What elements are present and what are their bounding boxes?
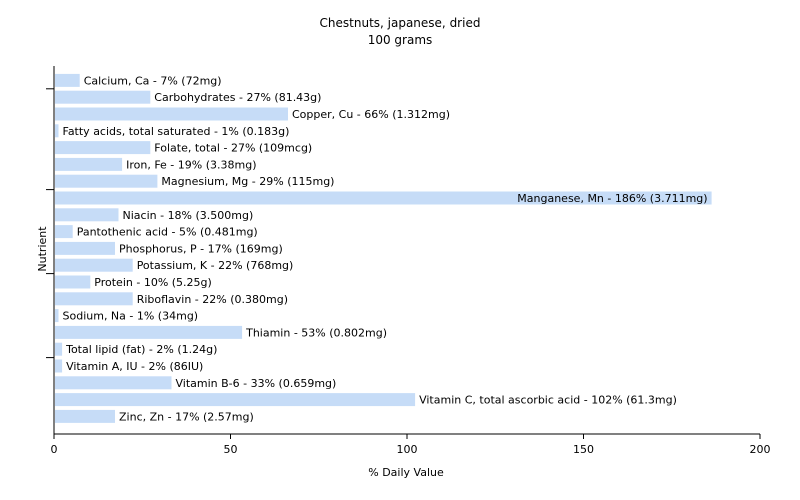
bar-label: Manganese, Mn - 186% (3.711mg) [517,192,707,205]
bar [55,258,133,272]
bar-label: Potassium, K - 22% (768mg) [137,259,294,272]
bar [55,107,288,121]
bar [55,141,151,155]
chart-subtitle: 100 grams [368,33,433,47]
bar-label: Calcium, Ca - 7% (72mg) [84,74,222,87]
bar [55,174,158,188]
bar-label: Protein - 10% (5.25g) [94,276,212,289]
bar [55,342,63,356]
bar [55,309,59,323]
bar [55,275,91,289]
x-tick-label: 0 [51,443,58,456]
bar-label: Copper, Cu - 66% (1.312mg) [292,108,450,121]
bar [55,124,59,138]
bar [55,409,115,423]
bar-label: Vitamin B-6 - 33% (0.659mg) [176,377,337,390]
bar-label: Vitamin C, total ascorbic acid - 102% (6… [419,394,677,407]
bar-label: Niacin - 18% (3.500mg) [123,209,254,222]
x-axis-label: % Daily Value [368,466,444,479]
x-tick-label: 50 [224,443,238,456]
bar [55,292,133,306]
bar [55,225,73,239]
bar-label: Folate, total - 27% (109mcg) [154,142,312,155]
bar [55,376,172,390]
chart-title: Chestnuts, japanese, dried [320,16,481,30]
bar [55,157,123,171]
bar-label: Zinc, Zn - 17% (2.57mg) [119,410,254,423]
bar-label: Carbohydrates - 27% (81.43g) [154,91,321,104]
bar [55,359,63,373]
bar [55,191,712,205]
bar-label: Total lipid (fat) - 2% (1.24g) [65,343,217,356]
bar-label: Thiamin - 53% (0.802mg) [245,326,387,339]
y-ticks-group [46,88,54,359]
x-ticks-group: 0 50 100 150 200 [51,434,771,456]
bar-label: Phosphorus, P - 17% (169mg) [119,242,283,255]
bars-group [55,73,712,423]
x-tick-label: 200 [750,443,771,456]
bar-label: Pantothenic acid - 5% (0.481mg) [77,226,258,239]
bar [55,325,243,339]
bar-label: Magnesium, Mg - 29% (115mg) [161,175,334,188]
bar-label: Vitamin A, IU - 2% (86IU) [66,360,203,373]
bar [55,208,119,222]
x-tick-label: 100 [397,443,418,456]
bar [55,73,80,87]
bar [55,241,115,255]
bar [55,90,151,104]
bar-label: Fatty acids, total saturated - 1% (0.183… [63,125,290,138]
x-tick-label: 150 [573,443,594,456]
bar-label: Riboflavin - 22% (0.380mg) [137,293,288,306]
bar-label: Iron, Fe - 19% (3.38mg) [126,158,256,171]
y-axis-label: Nutrient [36,226,49,272]
bar-labels-group: Calcium, Ca - 7% (72mg) Carbohydrates - 2… [63,74,708,423]
bar-label: Sodium, Na - 1% (34mg) [63,310,199,323]
bar [55,393,416,407]
